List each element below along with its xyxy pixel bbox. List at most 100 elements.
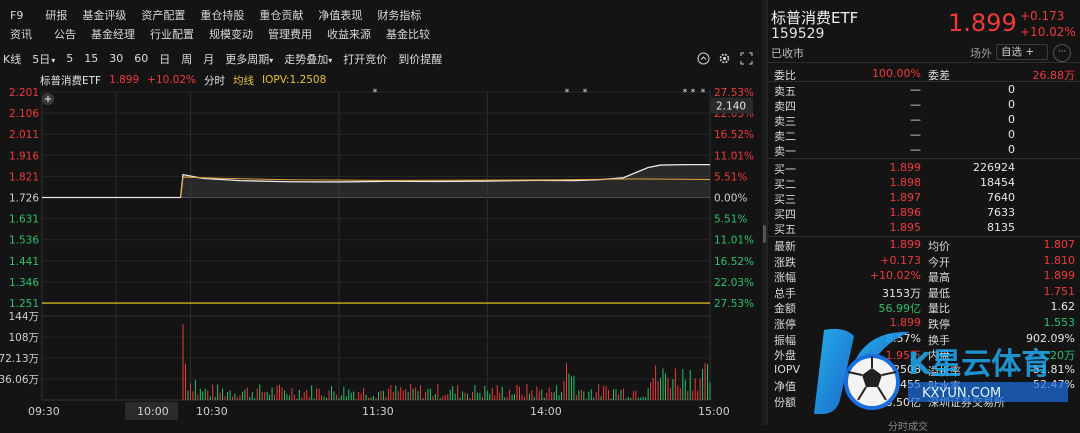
stat-label-2: 最高 — [928, 271, 950, 285]
level-volume: 0 — [1008, 83, 1015, 96]
stat-value: 8.57% — [886, 331, 921, 345]
intraday-chart[interactable]: 2.201 2.106 2.011 1.916 1.821 1.726 1.631 1.536… — [0, 72, 762, 407]
y-tick-label: 2.011 — [9, 129, 39, 141]
nav-income-source[interactable]: 收益来源 — [327, 28, 371, 41]
ask-row[interactable]: 卖二 — 0 — [768, 127, 1080, 143]
nav-nav-performance[interactable]: 净值表现 — [318, 9, 363, 22]
y-pct-label: 5.51% — [714, 171, 747, 183]
tab-5day[interactable]: 5日▾ — [32, 51, 55, 67]
ask-row[interactable]: 卖四 — 0 — [768, 97, 1080, 113]
panel-splitter[interactable] — [762, 0, 767, 425]
splitter-handle[interactable] — [763, 225, 766, 243]
nav-fund-rating[interactable]: 基金评级 — [82, 9, 127, 22]
level-label: 买三 — [774, 193, 796, 206]
stat-value-2: 1.807 — [1043, 238, 1076, 251]
tab-week[interactable]: 周 — [181, 52, 193, 66]
event-marker-icon[interactable]: * — [683, 88, 688, 98]
stat-value-2: 1.899 — [1043, 269, 1076, 283]
open-auction-button[interactable]: 打开竞价 — [343, 52, 388, 66]
settings-icon[interactable] — [718, 49, 731, 68]
bid-row[interactable]: 买四 1.896 7633 — [768, 205, 1080, 221]
stat-value: 3153万 — [882, 286, 921, 300]
fullscreen-icon[interactable] — [740, 49, 753, 68]
stat-row: IOPV 1.2508 溢折率 51.81% — [768, 362, 1080, 378]
stat-value: 1.899 — [889, 316, 922, 329]
collapse-icon[interactable] — [697, 49, 710, 68]
tab-5min[interactable]: 5 — [66, 52, 74, 65]
tab-kline[interactable]: K线 — [3, 52, 22, 66]
ask-row[interactable]: 卖五 — 0 — [768, 82, 1080, 98]
nav-news[interactable]: 资讯 — [10, 28, 32, 41]
stat-row: 涨停 1.899 跌停 1.553 — [768, 315, 1080, 331]
top-nav-row1: F9 研报 基金评级 资产配置 重仓持股 重仓贡献 净值表现 财务指标 — [0, 6, 436, 24]
nav-f9[interactable]: F9 — [10, 8, 24, 22]
event-marker-icon[interactable]: * — [701, 88, 706, 98]
stat-label-2: 内盘 — [928, 349, 950, 363]
nav-heavy-holdings[interactable]: 重仓持股 — [200, 9, 245, 22]
tab-month[interactable]: 月 — [203, 52, 215, 66]
y-tick-label: 2.201 — [9, 87, 39, 99]
nav-industry-allocation[interactable]: 行业配置 — [150, 28, 194, 41]
nav-research[interactable]: 研报 — [45, 9, 68, 22]
weicha-value: 26.88万 — [1032, 69, 1076, 82]
tab-15min[interactable]: 15 — [84, 52, 99, 65]
chart-panel: F9 研报 基金评级 资产配置 重仓持股 重仓贡献 净值表现 财务指标 资讯 公… — [0, 6, 762, 420]
legend-mode[interactable]: 分时 — [204, 74, 225, 87]
nav-fund-compare[interactable]: 基金比较 — [386, 28, 430, 41]
nav-management-fee[interactable]: 管理费用 — [268, 28, 312, 41]
zoom-plus-icon[interactable] — [45, 96, 51, 102]
y-pct-label: 27.53% — [714, 298, 754, 310]
watchlist-select[interactable]: 自选 + — [996, 44, 1048, 60]
tab-tick-trades[interactable]: 分时成交 — [888, 422, 928, 433]
legend-name: 标普消费ETF — [40, 74, 102, 87]
y-tick-label: 1.346 — [9, 277, 39, 289]
level-volume: 8135 — [987, 221, 1015, 234]
stat-label: 外盘 — [774, 349, 796, 363]
nav-scale-change[interactable]: 规模变动 — [209, 28, 253, 41]
event-marker-icon[interactable]: * — [373, 88, 378, 98]
event-marker-icon[interactable]: * — [583, 88, 588, 98]
stat-value: +0.173 — [880, 253, 921, 267]
average-line — [180, 176, 711, 198]
nav-asset-allocation[interactable]: 资产配置 — [141, 9, 186, 22]
ask-row[interactable]: 卖一 — 0 — [768, 142, 1080, 158]
time-label-1000: 10:00 — [137, 405, 169, 418]
time-label-1130: 11:30 — [362, 405, 394, 418]
stat-row: 涨幅 +10.02% 最高 1.899 — [768, 268, 1080, 285]
y-tick-label: 1.251 — [9, 298, 39, 310]
y-tick-label: 2.106 — [9, 108, 39, 120]
legend-price: 1.899 — [109, 74, 140, 86]
event-marker-icon[interactable]: * — [565, 88, 570, 98]
price-alert-button[interactable]: 到价提醒 — [398, 52, 443, 66]
weibi-value: 100.00% — [872, 67, 921, 80]
ask-row[interactable]: 卖三 — 0 — [768, 112, 1080, 128]
tab-60min[interactable]: 60 — [134, 52, 149, 65]
tab-30min[interactable]: 30 — [109, 52, 124, 65]
volume-tick-label: 72.13万 — [0, 353, 39, 365]
bid-row[interactable]: 买三 1.897 7640 — [768, 190, 1080, 206]
tab-day[interactable]: 日 — [159, 52, 171, 66]
stat-row: 金额 56.99亿 量比 1.62 — [768, 299, 1080, 316]
stat-label-2: 溢折率 — [928, 364, 961, 378]
chart-legend: 标普消费ETF 1.899 +10.02% 分时 均线 IOPV:1.2508 — [40, 73, 334, 87]
stat-value-2: 1.20万 — [1039, 349, 1076, 363]
more-periods-button[interactable]: 更多周期▾ — [225, 51, 273, 67]
nav-holding-contribution[interactable]: 重仓贡献 — [259, 9, 304, 22]
event-marker-icon[interactable]: * — [691, 88, 696, 98]
stat-row: 总手 3153万 最低 1.751 — [768, 284, 1080, 300]
chevron-down-icon: ▾ — [328, 55, 333, 65]
nav-financials[interactable]: 财务指标 — [377, 9, 422, 22]
nav-announcements[interactable]: 公告 — [54, 28, 76, 41]
bid-row[interactable]: 买一 1.899 226924 — [768, 160, 1080, 176]
bid-row[interactable]: 买二 1.898 18454 — [768, 175, 1080, 191]
stat-label-2: 量比 — [928, 302, 950, 316]
stat-label: 金额 — [774, 302, 796, 316]
legend-avg[interactable]: 均线 — [233, 74, 254, 87]
overlay-button[interactable]: 走势叠加▾ — [284, 51, 332, 67]
bid-row[interactable]: 买五 1.895 8135 — [768, 220, 1080, 236]
time-label-0930: 09:30 — [28, 405, 60, 418]
more-icon[interactable]: ··· — [1053, 44, 1071, 62]
nav-fund-manager[interactable]: 基金经理 — [91, 28, 135, 41]
level-price: — — [910, 98, 921, 111]
stat-label-2: 换手 — [928, 333, 950, 347]
